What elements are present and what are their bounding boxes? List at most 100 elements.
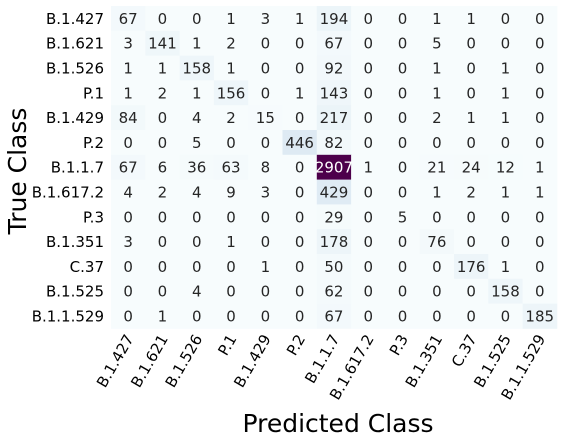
- heatmap-cell: [145, 30, 180, 56]
- heatmap-cell-value: 5: [398, 208, 408, 226]
- y-tick-label: B.1.525: [46, 283, 104, 301]
- heatmap-cell-value: 4: [123, 184, 133, 202]
- heatmap-cell-value: 0: [123, 258, 133, 276]
- heatmap-cell-value: 2: [466, 184, 476, 202]
- heatmap-cell-value: 0: [363, 134, 373, 152]
- heatmap-cell: [419, 303, 455, 329]
- heatmap-cell-value: 0: [123, 208, 133, 226]
- heatmap-cell: [351, 130, 386, 156]
- heatmap-cell: [248, 204, 283, 230]
- heatmap-cell-labels: 67 0 0 1 3 1 194 0 0 1 1 0 03 141 1 2 0 0 67 0 0 5 0 0 01 1 158 1 0 0…: [119, 10, 554, 326]
- heatmap-cell: [488, 55, 523, 81]
- heatmap-cell: [316, 55, 352, 81]
- heatmap-cell: [145, 6, 180, 32]
- heatmap-cell-value: 3: [261, 184, 271, 202]
- y-tick-label: B.1.617.2: [32, 184, 104, 202]
- y-tick-label: B.1.351: [46, 233, 104, 251]
- heatmap-cell: [213, 80, 249, 106]
- heatmap-cell-value: 1: [432, 84, 442, 102]
- heatmap-cell-value: 2: [158, 84, 168, 102]
- heatmap-cell: [179, 80, 215, 106]
- y-axis-tick-labels: B.1.427 B.1.621 B.1.526 P.1 B.1.429 P.2 B.1.1.…: [32, 10, 104, 326]
- heatmap-cell: [213, 254, 249, 280]
- heatmap-cell: [145, 254, 180, 280]
- heatmap-cell: [454, 105, 489, 131]
- heatmap-cell: [213, 130, 249, 156]
- heatmap-cell-value: 1: [501, 109, 511, 127]
- heatmap-cell: [522, 179, 558, 205]
- heatmap-cell-value: 0: [501, 35, 511, 53]
- heatmap-cell-value: 15: [256, 109, 275, 127]
- heatmap-cell: [179, 6, 215, 32]
- heatmap-cell-value: 1: [123, 60, 133, 78]
- heatmap-cell: [385, 130, 421, 156]
- heatmap-cell: [488, 6, 523, 32]
- heatmap-cell-value: 0: [535, 84, 545, 102]
- x-tick-label: P.2: [283, 331, 309, 358]
- heatmap-cell: [316, 278, 352, 304]
- heatmap-cell-value: 0: [398, 233, 408, 251]
- heatmap-cell-value: 0: [432, 258, 442, 276]
- heatmap-cell: [419, 278, 455, 304]
- heatmap-cell-value: 0: [158, 283, 168, 301]
- heatmap-cell-value: 76: [427, 233, 446, 251]
- heatmap-cell: [351, 204, 386, 230]
- heatmap-cell-value: 67: [119, 159, 138, 177]
- y-tick-label: B.1.621: [46, 35, 104, 53]
- heatmap-cell-value: 0: [398, 84, 408, 102]
- heatmap-cell-value: 1: [226, 60, 236, 78]
- heatmap-cell: [316, 105, 352, 131]
- heatmap-cell-value: 143: [320, 84, 349, 102]
- heatmap-cell: [111, 80, 146, 106]
- y-tick-label: B.1.429: [46, 109, 104, 127]
- heatmap-cell-value: 4: [192, 184, 202, 202]
- heatmap-cell-value: 0: [158, 258, 168, 276]
- heatmap-cell-value: 1: [466, 10, 476, 28]
- heatmap-cell-value: 67: [119, 10, 138, 28]
- heatmap-cell: [111, 179, 146, 205]
- y-tick-label: P.2: [83, 134, 104, 152]
- heatmap-cell-value: 0: [535, 109, 545, 127]
- heatmap-cell: [419, 204, 455, 230]
- heatmap-cell-value: 4: [192, 283, 202, 301]
- heatmap-cell-value: 1: [501, 184, 511, 202]
- heatmap-cell-value: 1: [363, 159, 373, 177]
- heatmap-cell: [385, 105, 421, 131]
- heatmap-cell: [522, 130, 558, 156]
- heatmap-cell-value: 0: [535, 134, 545, 152]
- heatmap-cell: [385, 55, 421, 81]
- y-tick-label: P.1: [83, 84, 104, 102]
- heatmap-cell-value: 0: [226, 283, 236, 301]
- heatmap-cell-value: 9: [226, 184, 236, 202]
- heatmap-cell-value: 3: [123, 233, 133, 251]
- heatmap-cell: [145, 154, 180, 180]
- heatmap-cell-value: 1: [226, 10, 236, 28]
- heatmap-cell-value: 92: [324, 60, 343, 78]
- x-tick-label: C.37: [448, 331, 481, 370]
- heatmap-cell: [351, 55, 386, 81]
- heatmap-cell-value: 0: [226, 258, 236, 276]
- heatmap-cell-value: 0: [501, 208, 511, 226]
- heatmap-cell-value: 24: [462, 159, 481, 177]
- heatmap-cell-value: 2907: [315, 159, 353, 177]
- heatmap-cell-value: 0: [226, 308, 236, 326]
- heatmap-cell-value: 0: [261, 233, 271, 251]
- heatmap-cell: [179, 254, 215, 280]
- heatmap-cell: [454, 80, 489, 106]
- heatmap-cell-value: 0: [535, 233, 545, 251]
- heatmap-cell: [213, 6, 249, 32]
- heatmap-cell: [351, 278, 386, 304]
- heatmap-cell: [248, 130, 283, 156]
- heatmap-cell-value: 0: [295, 283, 305, 301]
- heatmap-cell: [248, 6, 283, 32]
- heatmap-cell-value: 5: [432, 35, 442, 53]
- heatmap-cell: [488, 303, 523, 329]
- heatmap-cell: [145, 278, 180, 304]
- heatmap-cell-value: 1: [501, 84, 511, 102]
- heatmap-cell-value: 0: [501, 134, 511, 152]
- heatmap-cell: [145, 204, 180, 230]
- heatmap-cell: [179, 303, 215, 329]
- heatmap-cell: [419, 130, 455, 156]
- heatmap-cell-value: 0: [261, 208, 271, 226]
- heatmap-cell: [145, 229, 180, 255]
